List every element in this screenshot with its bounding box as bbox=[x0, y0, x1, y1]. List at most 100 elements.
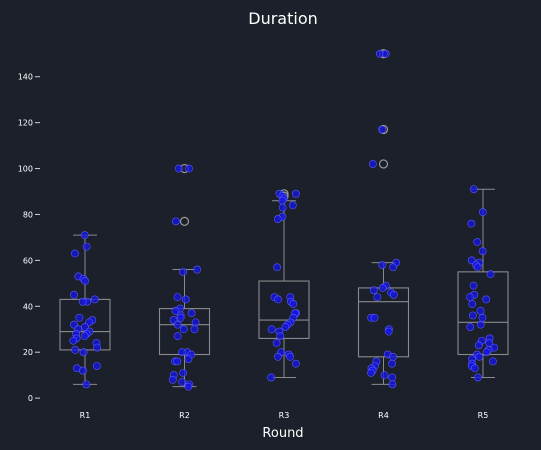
data-point bbox=[380, 371, 389, 380]
data-point bbox=[473, 263, 482, 272]
data-point bbox=[475, 352, 484, 361]
data-point bbox=[469, 281, 478, 290]
data-point bbox=[70, 290, 78, 299]
data-point bbox=[286, 352, 295, 361]
data-point bbox=[273, 263, 282, 272]
data-point bbox=[478, 313, 487, 322]
data-point bbox=[388, 373, 396, 382]
data-point bbox=[378, 261, 387, 269]
data-point bbox=[474, 373, 482, 382]
data-point bbox=[173, 357, 182, 366]
data-point bbox=[482, 295, 491, 304]
data-point bbox=[468, 300, 477, 308]
data-point bbox=[184, 382, 193, 391]
y-axis: 0 20 40 60 80 100 120 140 bbox=[18, 73, 40, 403]
data-point bbox=[173, 332, 182, 341]
data-point bbox=[181, 295, 190, 304]
data-point bbox=[369, 286, 378, 295]
data-point bbox=[281, 323, 290, 331]
data-point bbox=[178, 378, 187, 386]
data-point bbox=[476, 320, 485, 329]
data-point bbox=[278, 196, 287, 205]
data-point bbox=[478, 247, 487, 256]
data-point bbox=[291, 189, 300, 198]
data-point bbox=[373, 293, 382, 302]
outlier-marker bbox=[378, 159, 389, 169]
data-point bbox=[185, 164, 193, 173]
data-point bbox=[474, 341, 483, 350]
x-tick-label: R2 bbox=[179, 411, 190, 420]
data-point bbox=[378, 284, 387, 292]
y-tick-label: 140 bbox=[18, 73, 33, 82]
x-tick-label: R1 bbox=[80, 411, 91, 420]
data-point bbox=[184, 355, 193, 363]
data-point bbox=[478, 208, 487, 217]
data-point bbox=[71, 249, 79, 258]
data-point bbox=[272, 339, 281, 347]
y-tick-label: 60 bbox=[23, 256, 33, 265]
data-point bbox=[168, 375, 177, 384]
box-group bbox=[457, 188, 509, 378]
chart-title: Duration bbox=[248, 9, 318, 28]
data-point bbox=[173, 320, 182, 329]
box-iqr bbox=[457, 271, 509, 356]
data-point bbox=[79, 348, 88, 357]
data-point bbox=[389, 352, 398, 361]
x-axis-label: Round bbox=[262, 426, 303, 441]
data-point bbox=[71, 346, 80, 354]
points-layer bbox=[69, 49, 499, 391]
data-point bbox=[389, 290, 398, 299]
data-point bbox=[274, 295, 282, 304]
data-point bbox=[486, 270, 495, 279]
box-group bbox=[59, 234, 111, 385]
data-point bbox=[93, 343, 102, 352]
data-point bbox=[467, 219, 476, 228]
box-group bbox=[357, 49, 410, 385]
data-point bbox=[193, 265, 202, 274]
data-point bbox=[476, 306, 485, 315]
data-point bbox=[178, 348, 186, 357]
data-point bbox=[273, 215, 282, 223]
data-point bbox=[81, 277, 90, 285]
data-point bbox=[267, 373, 276, 382]
data-point bbox=[289, 300, 298, 308]
data-point bbox=[82, 380, 91, 389]
y-tick-label: 0 bbox=[28, 394, 33, 403]
data-point bbox=[179, 325, 188, 334]
data-point bbox=[368, 160, 377, 168]
data-point bbox=[288, 201, 297, 210]
y-tick-label: 100 bbox=[18, 165, 33, 174]
data-point bbox=[187, 309, 196, 318]
data-point bbox=[191, 318, 200, 327]
data-point bbox=[80, 332, 89, 341]
data-point bbox=[80, 231, 89, 240]
data-point bbox=[473, 238, 482, 246]
data-point bbox=[90, 295, 99, 304]
data-point bbox=[79, 366, 87, 375]
data-point bbox=[381, 49, 390, 58]
data-point bbox=[489, 357, 497, 366]
data-point bbox=[274, 352, 282, 361]
data-point bbox=[466, 293, 474, 302]
data-point bbox=[388, 380, 397, 389]
data-point bbox=[367, 368, 375, 377]
x-tick-label: R5 bbox=[478, 411, 489, 420]
data-point bbox=[378, 125, 386, 134]
data-point bbox=[75, 313, 84, 322]
data-point bbox=[92, 362, 101, 370]
data-point bbox=[69, 336, 78, 345]
data-point bbox=[389, 263, 398, 272]
data-point bbox=[468, 311, 477, 320]
data-point bbox=[82, 242, 91, 251]
data-point bbox=[172, 217, 180, 226]
data-point bbox=[278, 203, 287, 212]
data-point bbox=[179, 368, 188, 377]
x-tick-label: R3 bbox=[279, 411, 290, 420]
x-tick-label: R4 bbox=[378, 411, 389, 420]
y-tick-label: 120 bbox=[18, 119, 33, 128]
data-point bbox=[466, 323, 475, 331]
data-point bbox=[190, 325, 199, 334]
x-axis: R1 R2 R3 R4 R5 bbox=[80, 411, 489, 420]
